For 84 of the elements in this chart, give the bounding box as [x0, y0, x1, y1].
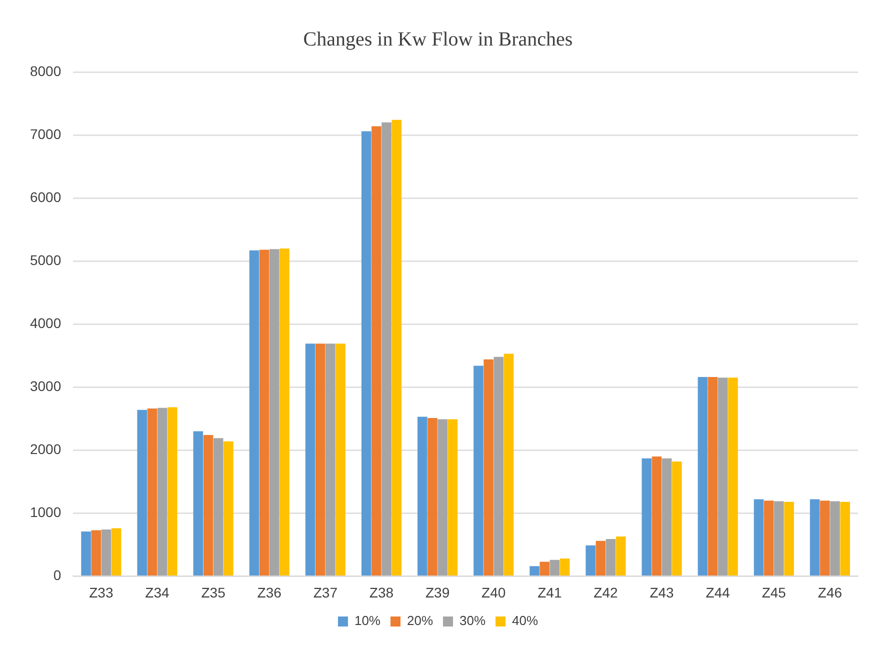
bar — [418, 416, 428, 576]
x-tick-label: Z45 — [762, 584, 786, 600]
bar — [382, 122, 392, 576]
bar — [326, 344, 336, 576]
bar — [193, 431, 204, 576]
bar — [774, 501, 784, 576]
bar — [249, 250, 260, 576]
bar — [784, 502, 794, 576]
bar — [305, 344, 316, 576]
bar — [560, 558, 570, 576]
bar — [336, 344, 346, 576]
legend-label: 40% — [512, 613, 538, 628]
bar — [504, 354, 514, 576]
bar — [642, 458, 652, 576]
bar — [474, 366, 484, 576]
bar — [840, 502, 850, 576]
x-tick-label: Z33 — [89, 584, 114, 600]
y-tick-label: 8000 — [30, 62, 62, 79]
bar — [820, 500, 830, 576]
bar — [315, 344, 326, 576]
bar — [530, 566, 540, 576]
bar — [662, 458, 672, 576]
x-tick-label: Z36 — [257, 584, 282, 600]
x-tick-label: Z40 — [482, 584, 506, 600]
x-tick-label: Z38 — [369, 584, 394, 600]
bar — [698, 377, 708, 576]
y-tick-label: 4000 — [30, 314, 62, 331]
y-tick-label: 3000 — [30, 378, 62, 394]
y-tick-label: 7000 — [30, 126, 62, 142]
bar — [203, 435, 214, 576]
bar — [147, 408, 158, 576]
bar — [728, 378, 738, 576]
bar — [213, 438, 224, 576]
bar — [91, 530, 102, 576]
y-tick-label: 0 — [53, 567, 62, 584]
bar — [596, 540, 606, 576]
x-tick-label: Z37 — [313, 584, 338, 600]
x-tick-label: Z35 — [201, 584, 226, 600]
bar — [101, 530, 112, 576]
bar — [270, 249, 280, 576]
x-tick-label: Z44 — [706, 584, 730, 600]
bar — [754, 499, 764, 576]
bar — [428, 418, 438, 576]
bar — [550, 560, 560, 576]
bar — [830, 501, 840, 576]
bar — [494, 356, 504, 576]
bar — [540, 562, 550, 576]
bar — [167, 407, 178, 576]
bar — [448, 419, 458, 576]
x-tick-label: Z42 — [594, 584, 618, 600]
bar — [438, 419, 448, 576]
bar — [157, 408, 168, 576]
bar — [810, 499, 820, 576]
x-tick-label: Z41 — [538, 584, 562, 600]
bar — [259, 250, 270, 576]
bar — [652, 456, 662, 576]
x-tick-label: Z34 — [145, 584, 170, 600]
bar — [372, 126, 382, 576]
bar — [224, 441, 234, 576]
bar — [586, 545, 596, 576]
bar — [718, 378, 728, 576]
bar — [616, 536, 626, 576]
legend-label: 20% — [406, 613, 434, 628]
chart-title: Changes in Kw Flow in Branches — [303, 28, 573, 50]
legend-label: 30% — [460, 613, 486, 628]
y-tick-label: 5000 — [30, 252, 62, 268]
y-tick-label: 2000 — [30, 441, 62, 458]
x-tick-label: Z46 — [818, 584, 842, 600]
bar — [484, 359, 494, 576]
x-tick-label: Z39 — [425, 584, 450, 600]
bar — [708, 377, 718, 576]
bar — [81, 531, 91, 576]
bar — [672, 461, 682, 576]
legend-label: 10% — [354, 613, 381, 628]
bar — [280, 248, 290, 576]
bar — [111, 528, 122, 576]
bar — [361, 131, 372, 576]
x-tick-label: Z43 — [650, 584, 674, 600]
bar — [764, 500, 774, 576]
bar — [137, 410, 147, 576]
y-tick-label: 6000 — [30, 188, 62, 205]
y-tick-label: 1000 — [30, 504, 62, 520]
bar — [606, 539, 616, 576]
bar — [392, 120, 402, 576]
